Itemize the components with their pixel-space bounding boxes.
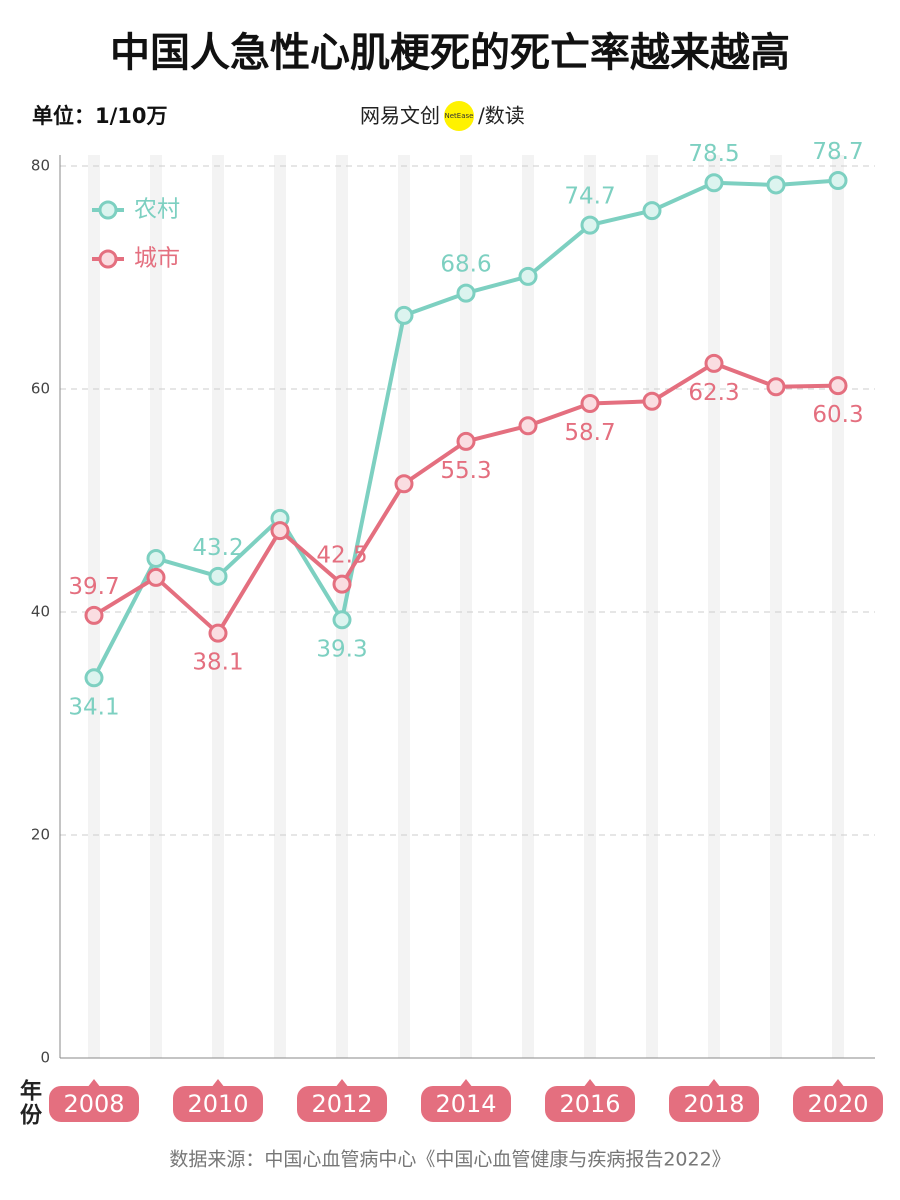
data-point	[146, 548, 166, 568]
data-point	[704, 173, 724, 193]
data-label: 62.3	[688, 380, 739, 406]
x-tick-pill	[173, 1086, 263, 1122]
legend-label: 农村	[134, 197, 180, 223]
data-point	[456, 283, 476, 303]
x-tick-label: 2014	[435, 1090, 496, 1118]
data-point	[332, 574, 352, 594]
x-tick-pill-arrow	[459, 1079, 473, 1088]
data-label: 78.7	[812, 139, 863, 165]
x-tick-pill-arrow	[335, 1079, 349, 1088]
data-point	[146, 567, 166, 587]
data-label: 39.7	[68, 574, 119, 600]
y-tick-label: 60	[31, 380, 50, 398]
x-tick-label: 2010	[187, 1090, 248, 1118]
column-band	[150, 155, 162, 1058]
x-tick-pill	[421, 1086, 511, 1122]
y-tick-label: 40	[31, 603, 50, 621]
column-band	[584, 155, 596, 1058]
data-label: 43.2	[192, 535, 243, 561]
data-point	[84, 668, 104, 688]
x-tick-label: 2020	[807, 1090, 868, 1118]
chart-title: 中国人急性心肌梗死的死亡率越来越高	[110, 30, 790, 76]
data-point	[704, 353, 724, 373]
x-tick-label: 2018	[683, 1090, 744, 1118]
x-tick-pill	[49, 1086, 139, 1122]
column-band	[460, 155, 472, 1058]
data-label: 74.7	[564, 184, 615, 210]
data-point	[208, 566, 228, 586]
source: 数据来源：中国心血管病中心《中国心血管健康与疾病报告2022》	[169, 1149, 730, 1171]
x-tick-pill-arrow	[707, 1079, 721, 1088]
data-point	[642, 391, 662, 411]
data-label: 58.7	[564, 420, 615, 446]
x-tick-pill	[669, 1086, 759, 1122]
x-tick-pill	[545, 1086, 635, 1122]
column-band	[274, 155, 286, 1058]
y-tick-label: 80	[31, 157, 50, 175]
x-tick-label: 2012	[311, 1090, 372, 1118]
data-label: 78.5	[688, 141, 739, 167]
column-band	[708, 155, 720, 1058]
legend-label: 城市	[134, 246, 180, 272]
data-point	[766, 377, 786, 397]
data-label: 60.3	[812, 402, 863, 428]
x-axis-label: 年份	[16, 1078, 42, 1127]
x-tick-pill	[793, 1086, 883, 1122]
x-tick-pill-arrow	[831, 1079, 845, 1088]
data-point	[518, 416, 538, 436]
x-tick-pill-arrow	[87, 1079, 101, 1088]
x-tick-pill-arrow	[583, 1079, 597, 1088]
x-tick-label: 2008	[63, 1090, 124, 1118]
data-point	[828, 376, 848, 396]
data-point	[642, 201, 662, 221]
column-band	[646, 155, 658, 1058]
data-point	[394, 474, 414, 494]
x-tick-label: 2016	[559, 1090, 620, 1118]
legend-marker	[98, 249, 118, 269]
data-point	[580, 215, 600, 235]
data-point	[270, 521, 290, 541]
data-label: 38.1	[192, 650, 243, 676]
column-band	[212, 155, 224, 1058]
column-band	[832, 155, 844, 1058]
data-point	[456, 431, 476, 451]
data-label: 55.3	[440, 458, 491, 484]
logo-badge-circle	[444, 101, 474, 131]
y-tick-label: 20	[31, 826, 50, 844]
data-point	[518, 266, 538, 286]
x-tick-pill-arrow	[211, 1079, 225, 1088]
subtitle: 单位：1/10万	[32, 104, 168, 128]
data-point	[84, 605, 104, 625]
data-point	[208, 623, 228, 643]
data-label: 68.6	[440, 252, 491, 278]
logo-brand: 网易文创	[360, 104, 440, 128]
data-point	[332, 610, 352, 630]
data-label: 34.1	[68, 694, 119, 720]
column-band	[398, 155, 410, 1058]
data-point	[580, 393, 600, 413]
column-band	[336, 155, 348, 1058]
logo-badge: NetEase	[445, 112, 474, 120]
legend-marker	[98, 200, 118, 220]
column-band	[522, 155, 534, 1058]
logo-column: /数读	[478, 104, 525, 128]
y-tick-label: 0	[40, 1049, 50, 1067]
x-tick-pill	[297, 1086, 387, 1122]
data-point	[766, 175, 786, 195]
data-point	[394, 305, 414, 325]
data-label: 42.5	[316, 543, 367, 569]
data-label: 39.3	[316, 636, 367, 662]
column-band	[770, 155, 782, 1058]
data-point	[828, 170, 848, 190]
